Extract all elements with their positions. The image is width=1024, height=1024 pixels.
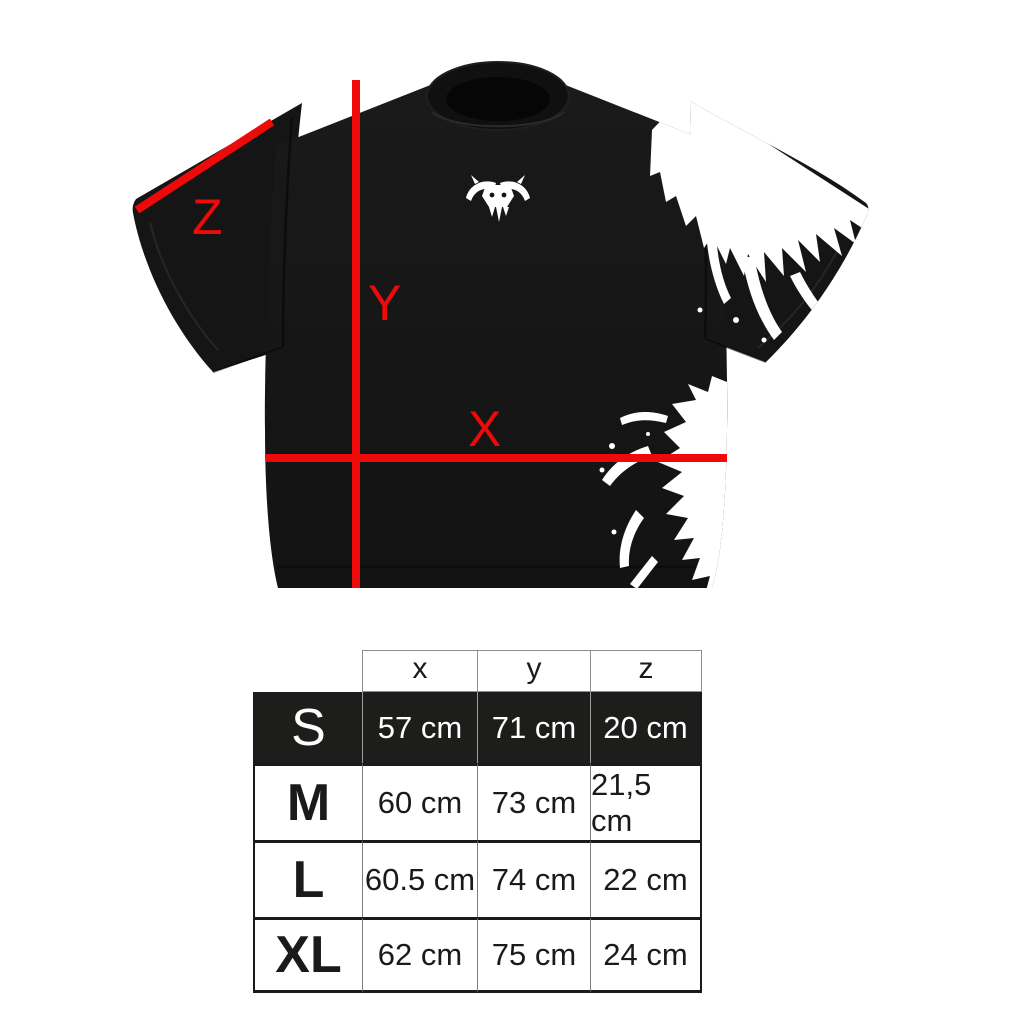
value-m-x: 60 cm: [362, 763, 477, 840]
value-l-y: 74 cm: [477, 840, 590, 917]
value-s-x: 57 cm: [362, 692, 477, 763]
collar-rim-highlight: [431, 111, 565, 128]
chest-logo-graphic: [466, 175, 530, 222]
left-sleeve-seam: [281, 117, 294, 348]
measurement-label-y: Y: [368, 275, 402, 331]
left-underarm-shadow: [212, 346, 284, 373]
column-header-z: z: [590, 650, 702, 692]
value-xl-y: 75 cm: [477, 917, 590, 993]
table-corner-cell: [253, 650, 362, 692]
value-l-z: 22 cm: [590, 840, 702, 917]
measurement-label-x: X: [468, 401, 502, 457]
measure-line-x: [266, 454, 727, 462]
collar-inner: [446, 77, 550, 121]
measurement-label-z: Z: [192, 189, 223, 245]
column-header-x: x: [362, 650, 477, 692]
value-m-y: 73 cm: [477, 763, 590, 840]
size-label-l: L: [253, 840, 362, 917]
size-table: x y z S 57 cm 71 cm 20 cm M 60 cm 73 cm …: [253, 650, 702, 993]
right-cuff-fold: [757, 245, 841, 349]
size-label-m: M: [253, 763, 362, 840]
right-sleeve-print-graphic: [650, 92, 869, 343]
size-label-xl: XL: [253, 917, 362, 993]
size-label-s: S: [253, 692, 362, 763]
measure-line-z: [134, 118, 275, 214]
measure-line-y: [352, 80, 360, 588]
value-m-z: 21,5 cm: [590, 763, 702, 840]
column-header-y: y: [477, 650, 590, 692]
value-l-x: 60.5 cm: [362, 840, 477, 917]
value-s-z: 20 cm: [590, 692, 702, 763]
value-s-y: 71 cm: [477, 692, 590, 763]
right-underarm-shadow: [702, 337, 767, 363]
left-sleeve: [132, 103, 302, 372]
value-xl-x: 62 cm: [362, 917, 477, 993]
value-xl-z: 24 cm: [590, 917, 702, 993]
left-cuff-fold: [149, 221, 219, 351]
